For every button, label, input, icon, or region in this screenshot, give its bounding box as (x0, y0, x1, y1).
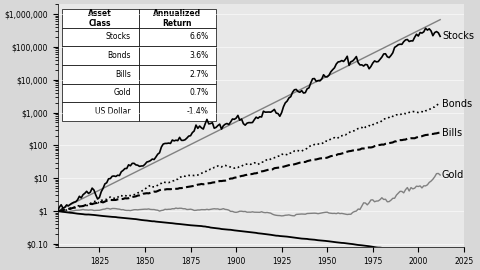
Text: Bills: Bills (442, 128, 462, 138)
Text: Stocks: Stocks (442, 31, 474, 41)
Text: Gold: Gold (442, 170, 464, 180)
Text: Bonds: Bonds (442, 99, 472, 109)
